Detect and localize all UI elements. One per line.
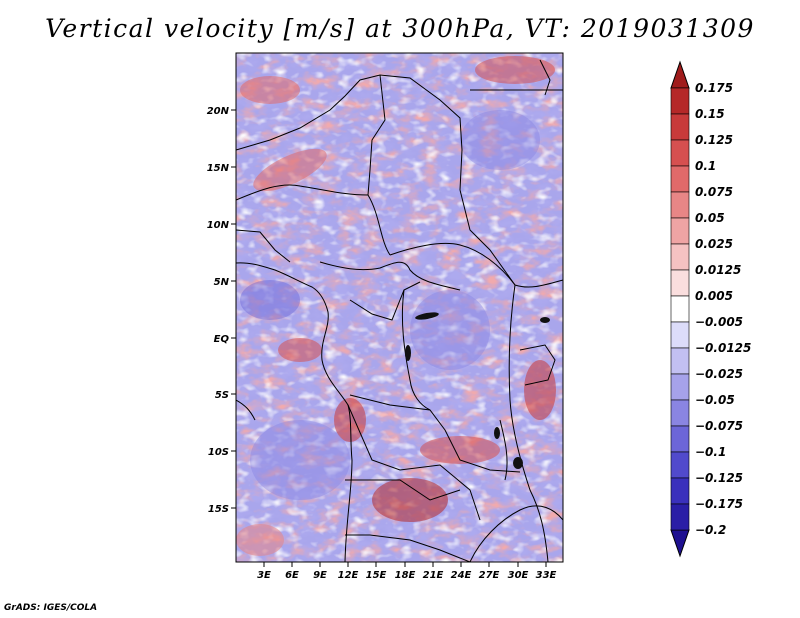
colorbar-label: 0.075 bbox=[695, 185, 733, 199]
colorbar-label: −0.175 bbox=[695, 497, 743, 511]
vertical-velocity-field bbox=[236, 53, 563, 562]
colorbar-label: −0.05 bbox=[695, 393, 735, 407]
lon-label: 9E bbox=[313, 570, 327, 581]
lon-label: 24E bbox=[451, 570, 472, 581]
colorbar-segment bbox=[670, 321, 690, 349]
lon-tick: 21E bbox=[423, 562, 444, 581]
colorbar-segment bbox=[670, 139, 690, 167]
lat-label: 5N bbox=[214, 277, 230, 288]
longitude-axis: 3E 6E 9E 12E 15E 18E 21E 24E 27E 30E 33E bbox=[257, 562, 557, 581]
colorbar-segment bbox=[670, 425, 690, 453]
colorbar-segment bbox=[670, 113, 690, 141]
colorbar-segment bbox=[670, 347, 690, 375]
lon-tick: 33E bbox=[536, 562, 557, 581]
lat-label: EQ bbox=[214, 334, 230, 345]
colorbar-label: 0.175 bbox=[695, 81, 733, 95]
colorbar: 0.175 0.15 0.125 0.1 0.075 0.05 0.025 0.… bbox=[670, 60, 751, 558]
latitude-axis: 20N 15N 10N 5N EQ 5S 10S 15S bbox=[207, 106, 236, 515]
lon-label: 30E bbox=[508, 570, 529, 581]
colorbar-top-arrow bbox=[670, 60, 690, 89]
colorbar-segment bbox=[670, 295, 690, 323]
colorbar-label: 0.05 bbox=[695, 211, 725, 225]
lat-label: 10S bbox=[208, 447, 229, 458]
colorbar-segment bbox=[670, 191, 690, 219]
map-frame bbox=[235, 52, 564, 563]
map-title: Vertical velocity [m/s] at 300hPa, VT: 2… bbox=[45, 14, 755, 43]
colorbar-label: 0.1 bbox=[695, 159, 716, 173]
lon-tick: 30E bbox=[508, 562, 529, 581]
colorbar-segment bbox=[670, 87, 690, 115]
colorbar-segment bbox=[670, 477, 690, 505]
lat-tick: 5S bbox=[215, 390, 236, 401]
lon-label: 27E bbox=[479, 570, 500, 581]
grads-credit: GrADS: IGES/COLA bbox=[4, 603, 98, 613]
colorbar-segment bbox=[670, 399, 690, 427]
colorbar-label: −0.0125 bbox=[695, 341, 751, 355]
lat-tick: 5N bbox=[214, 277, 236, 288]
colorbar-label: 0.0125 bbox=[695, 263, 741, 277]
lon-tick: 24E bbox=[451, 562, 472, 581]
lon-label: 6E bbox=[285, 570, 299, 581]
lat-label: 5S bbox=[215, 390, 229, 401]
lon-label: 12E bbox=[338, 570, 359, 581]
lon-tick: 3E bbox=[257, 562, 271, 581]
colorbar-label: −0.2 bbox=[695, 523, 726, 537]
lon-tick: 9E bbox=[313, 562, 327, 581]
country-borders bbox=[236, 59, 563, 562]
lat-label: 20N bbox=[207, 106, 230, 117]
lakes bbox=[405, 312, 550, 469]
colorbar-segment bbox=[670, 503, 690, 531]
colorbar-segment bbox=[670, 165, 690, 193]
colorbar-label: −0.1 bbox=[695, 445, 726, 459]
colorbar-label: −0.125 bbox=[695, 471, 743, 485]
colorbar-segment bbox=[670, 217, 690, 245]
lon-label: 3E bbox=[257, 570, 271, 581]
lon-tick: 6E bbox=[285, 562, 299, 581]
lat-label: 15S bbox=[208, 504, 229, 515]
colorbar-label: −0.025 bbox=[695, 367, 743, 381]
lon-label: 18E bbox=[395, 570, 416, 581]
lon-label: 21E bbox=[423, 570, 444, 581]
colorbar-label: 0.125 bbox=[695, 133, 733, 147]
lon-tick: 15E bbox=[366, 562, 387, 581]
colorbar-label: −0.005 bbox=[695, 315, 743, 329]
lon-tick: 27E bbox=[479, 562, 500, 581]
colorbar-segment bbox=[670, 243, 690, 271]
lat-label: 15N bbox=[207, 163, 230, 174]
colorbar-segment bbox=[670, 373, 690, 401]
lon-label: 15E bbox=[366, 570, 387, 581]
lat-tick: 10N bbox=[207, 220, 236, 231]
lat-tick: 20N bbox=[207, 106, 236, 117]
lon-tick: 18E bbox=[395, 562, 416, 581]
colorbar-bottom-arrow bbox=[670, 529, 690, 558]
lon-label: 33E bbox=[536, 570, 557, 581]
lon-tick: 12E bbox=[338, 562, 359, 581]
colorbar-label: 0.15 bbox=[695, 107, 725, 121]
lat-tick: 15S bbox=[208, 504, 236, 515]
colorbar-segments bbox=[670, 87, 690, 531]
colorbar-label: 0.025 bbox=[695, 237, 733, 251]
lat-tick: EQ bbox=[214, 334, 236, 345]
colorbar-segment bbox=[670, 451, 690, 479]
lat-tick: 15N bbox=[207, 163, 236, 174]
lat-tick: 10S bbox=[208, 447, 236, 458]
colorbar-labels: 0.175 0.15 0.125 0.1 0.075 0.05 0.025 0.… bbox=[695, 81, 751, 537]
colorbar-segment bbox=[670, 269, 690, 297]
lat-label: 10N bbox=[207, 220, 230, 231]
colorbar-label: 0.005 bbox=[695, 289, 733, 303]
colorbar-label: −0.075 bbox=[695, 419, 743, 433]
